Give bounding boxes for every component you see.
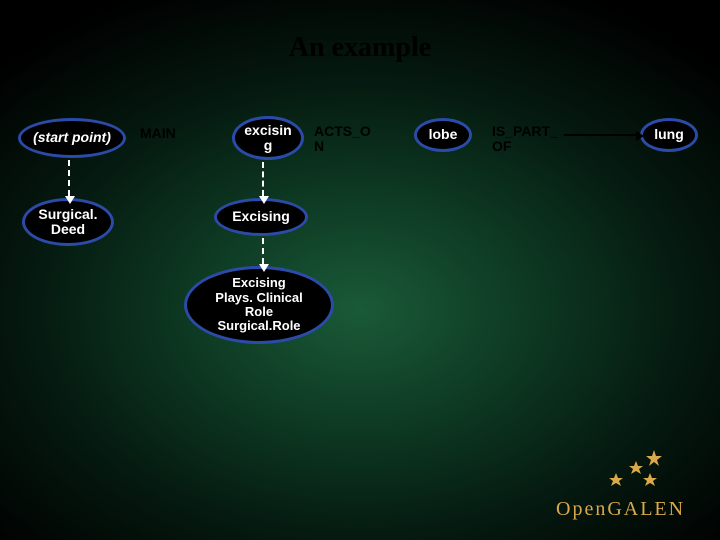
opengalen-logo: OpenGALEN: [556, 498, 685, 521]
logo-stars-icon: [604, 448, 674, 503]
edge-label-acts-on: ACTS_ON: [314, 124, 371, 153]
node-excising-plays-role: ExcisingPlays. ClinicalRoleSurgical.Role: [184, 266, 334, 344]
node-lobe: lobe: [414, 118, 472, 152]
node-surgical-deed: Surgical.Deed: [22, 198, 114, 246]
node-label: Surgical.Deed: [38, 207, 97, 238]
node-label: lung: [654, 127, 684, 142]
edge-label-main: MAIN: [140, 126, 176, 141]
logo-text-galen: GALEN: [607, 498, 685, 520]
node-label: lobe: [429, 127, 458, 142]
arrow-ispart-to-lung: [564, 134, 636, 136]
logo-text-open: Open: [556, 498, 607, 520]
node-start-point: (start point): [18, 118, 126, 158]
node-label: Excising: [232, 209, 290, 224]
arrow-excising-2-to-3: [262, 238, 264, 264]
slide-title: An example: [0, 32, 720, 64]
arrow-start-to-surgical: [68, 160, 70, 196]
arrow-excising-1-to-2: [262, 162, 264, 196]
edge-label-is-part-of: IS_PART_OF: [492, 124, 558, 153]
node-excising-1: excising: [232, 116, 304, 160]
node-label: ExcisingPlays. ClinicalRoleSurgical.Role: [215, 276, 302, 333]
node-label: (start point): [33, 130, 111, 145]
node-label: excising: [244, 123, 291, 154]
node-lung: lung: [640, 118, 698, 152]
